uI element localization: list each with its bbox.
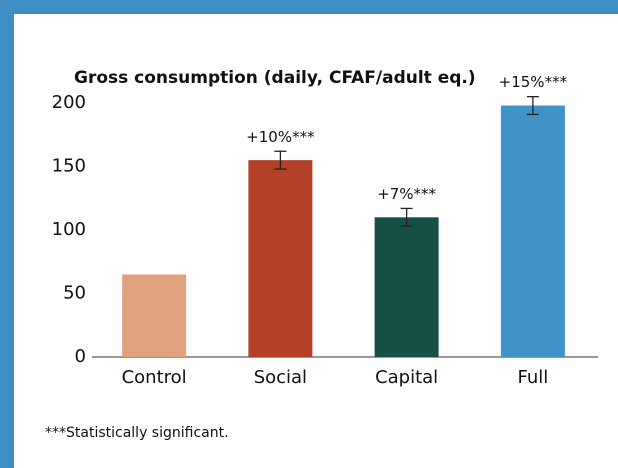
x-tick-label: Control <box>122 367 187 388</box>
x-tick-label: Full <box>517 367 548 388</box>
x-tick-label: Social <box>254 367 307 388</box>
y-tick-label: 50 <box>63 283 86 304</box>
annotation: +10%*** <box>246 128 315 146</box>
bar <box>122 274 187 357</box>
bar <box>500 105 565 357</box>
error-bar <box>274 150 287 170</box>
x-tick-label: Capital <box>375 367 438 388</box>
error-bar <box>400 207 413 227</box>
bar <box>248 160 313 357</box>
bar <box>374 217 439 357</box>
annotation: +7%*** <box>377 185 436 203</box>
y-tick-label: 150 <box>52 156 86 177</box>
error-bar <box>526 96 539 116</box>
annotation: +15%*** <box>499 73 568 91</box>
y-tick-label: 0 <box>75 346 86 367</box>
chart-title: Gross consumption (daily, CFAF/adult eq.… <box>74 68 476 88</box>
y-tick-label: 200 <box>52 92 86 113</box>
y-tick-label: 100 <box>52 219 86 240</box>
footnote: ***Statistically significant. <box>45 425 229 441</box>
